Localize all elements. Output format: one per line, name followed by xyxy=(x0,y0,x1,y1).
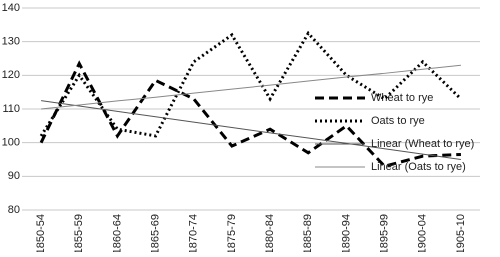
series-line xyxy=(39,30,462,138)
legend-label: Wheat to rye xyxy=(371,92,433,104)
y-tick-label: 110 xyxy=(2,103,20,115)
y-tick-label: 90 xyxy=(8,170,20,182)
x-tick-label: 1880-84 xyxy=(264,214,276,252)
legend-label: Linear (Wheat to rye) xyxy=(371,138,474,150)
x-tick-label: 1870-74 xyxy=(188,214,200,252)
legend-label: Linear (Oats to rye) xyxy=(371,161,466,173)
series-line xyxy=(41,100,461,160)
x-tick-label: 1875-79 xyxy=(226,214,238,252)
x-tick-label: 1905-10 xyxy=(455,214,467,252)
x-tick-label: 1900-04 xyxy=(417,214,429,252)
x-tick-label: 1865-69 xyxy=(149,214,161,252)
x-tick-label: 1860-64 xyxy=(111,214,123,252)
y-tick-label: 140 xyxy=(2,2,20,14)
x-tick-label: 1885-89 xyxy=(302,214,314,252)
x-tick-label: 1850-54 xyxy=(35,214,47,252)
y-tick-label: 80 xyxy=(8,204,20,216)
x-tick-label: 1890-94 xyxy=(340,214,352,252)
y-tick-label: 120 xyxy=(2,69,20,81)
legend-label: Oats to rye xyxy=(371,115,425,127)
series-line xyxy=(41,64,461,110)
x-tick-label: 1855-59 xyxy=(73,214,85,252)
x-tick-label: 1895-99 xyxy=(378,214,390,252)
y-tick-label: 100 xyxy=(2,137,20,149)
series-line xyxy=(39,60,461,168)
y-tick-label: 130 xyxy=(2,36,20,48)
